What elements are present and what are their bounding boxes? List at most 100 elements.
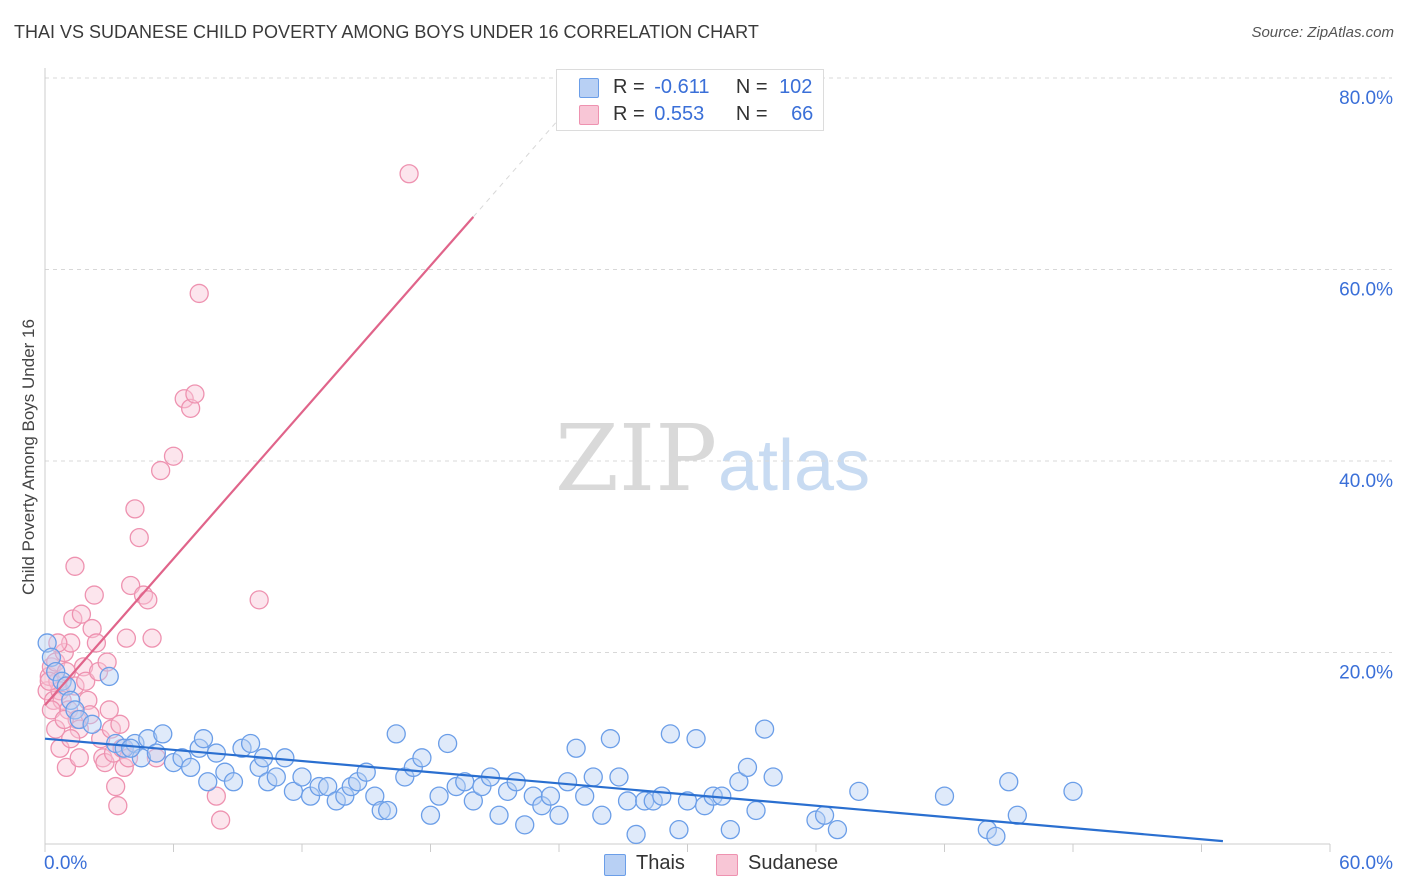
data-point xyxy=(746,800,766,821)
data-point xyxy=(65,700,85,720)
data-point xyxy=(420,805,441,825)
data-point xyxy=(429,786,449,806)
thai-n-label: N = xyxy=(735,76,768,98)
data-point xyxy=(73,657,94,677)
bottom-sudanese-swatch xyxy=(716,854,738,876)
sudanese-n-value: 66 xyxy=(791,103,814,125)
bottom-thai-swatch xyxy=(604,854,626,876)
data-point xyxy=(54,709,74,730)
y-tick-label: 60.0% xyxy=(1339,280,1393,301)
x-tick-label-min: 0.0% xyxy=(44,853,87,874)
data-point xyxy=(549,805,569,825)
data-point xyxy=(609,767,629,787)
data-point xyxy=(99,700,119,720)
data-point xyxy=(266,767,286,787)
data-point xyxy=(61,729,81,749)
data-point xyxy=(754,719,775,739)
data-point xyxy=(108,796,128,816)
data-point xyxy=(106,776,126,797)
data-point xyxy=(189,283,209,304)
data-point xyxy=(37,633,57,653)
data-point xyxy=(142,628,162,648)
data-point xyxy=(934,786,955,806)
data-point xyxy=(986,826,1006,846)
data-point xyxy=(82,714,102,734)
y-tick-label: 20.0% xyxy=(1339,663,1393,684)
data-point xyxy=(82,618,102,639)
data-point xyxy=(763,767,783,787)
data-point xyxy=(97,652,117,672)
data-point xyxy=(540,786,561,806)
chart-title: THAI VS SUDANESE CHILD POVERTY AMONG BOY… xyxy=(14,22,759,42)
data-point xyxy=(335,786,355,806)
data-point xyxy=(153,724,173,744)
data-point xyxy=(121,738,141,758)
bottom-legend-sudanese: Sudanese xyxy=(716,852,856,878)
data-point xyxy=(660,724,681,744)
thai-r-label: R = xyxy=(613,76,645,98)
data-point xyxy=(240,733,261,754)
data-point xyxy=(114,738,134,758)
thai-r-value: -0.611 xyxy=(654,76,710,98)
data-point xyxy=(110,714,130,734)
data-point xyxy=(729,772,749,792)
data-point xyxy=(131,748,152,768)
thai-swatch xyxy=(579,78,599,98)
trend-lines xyxy=(44,106,1224,843)
watermark-zip: ZIP xyxy=(555,405,717,512)
data-point xyxy=(506,772,526,792)
data-point xyxy=(71,604,92,624)
data-point xyxy=(827,819,848,840)
data-point xyxy=(41,700,62,720)
watermark-atlas: atlas xyxy=(718,426,870,506)
x-tick-label-max: 60.0% xyxy=(1339,853,1393,874)
data-point xyxy=(399,164,419,184)
legend-row-thai: R = -0.611 N = 102 xyxy=(557,74,823,100)
data-point xyxy=(180,398,201,418)
data-point xyxy=(566,738,586,758)
data-point xyxy=(121,575,141,596)
data-point xyxy=(116,628,137,648)
legend-row-sudanese: R = 0.553 N = 66 xyxy=(557,101,823,127)
data-point xyxy=(206,786,226,806)
sudanese-r-value: 0.553 xyxy=(654,103,705,125)
data-point xyxy=(223,772,244,792)
data-point xyxy=(163,446,184,466)
data-point xyxy=(114,757,134,778)
gridlines xyxy=(45,77,1392,653)
sudanese-points xyxy=(37,164,419,830)
data-point xyxy=(489,805,509,825)
data-point xyxy=(198,772,218,792)
data-point xyxy=(583,767,603,787)
data-point xyxy=(515,815,535,835)
y-axis-title: Child Poverty Among Boys Under 16 xyxy=(19,319,38,595)
data-point xyxy=(999,772,1019,792)
thai-points xyxy=(37,633,1083,846)
axes xyxy=(44,68,1331,852)
data-point xyxy=(557,772,578,792)
data-point xyxy=(669,819,689,840)
data-point xyxy=(386,724,406,744)
data-point xyxy=(61,690,81,711)
data-point xyxy=(69,748,89,768)
data-point xyxy=(1007,805,1027,825)
sudanese-swatch xyxy=(579,105,599,125)
sudanese-trend-line xyxy=(44,216,475,706)
correlation-legend: R = -0.611 N = 102 R = 0.553 N = 66 xyxy=(556,69,824,131)
data-point xyxy=(463,791,483,811)
data-point xyxy=(737,757,758,778)
data-point xyxy=(412,748,432,768)
data-point xyxy=(174,389,194,409)
y-tick-label: 40.0% xyxy=(1339,471,1393,492)
data-point xyxy=(371,800,391,821)
data-point xyxy=(125,499,145,519)
data-point xyxy=(86,633,107,653)
axis-labels: 20.0% 40.0% 60.0% 80.0% 0.0% 60.0% Child Pover… xyxy=(19,88,1393,874)
data-point xyxy=(275,748,295,768)
data-point xyxy=(686,729,706,749)
thai-trend-line xyxy=(44,737,1224,843)
data-point xyxy=(78,690,98,711)
data-point xyxy=(129,527,149,548)
data-point xyxy=(180,757,201,778)
